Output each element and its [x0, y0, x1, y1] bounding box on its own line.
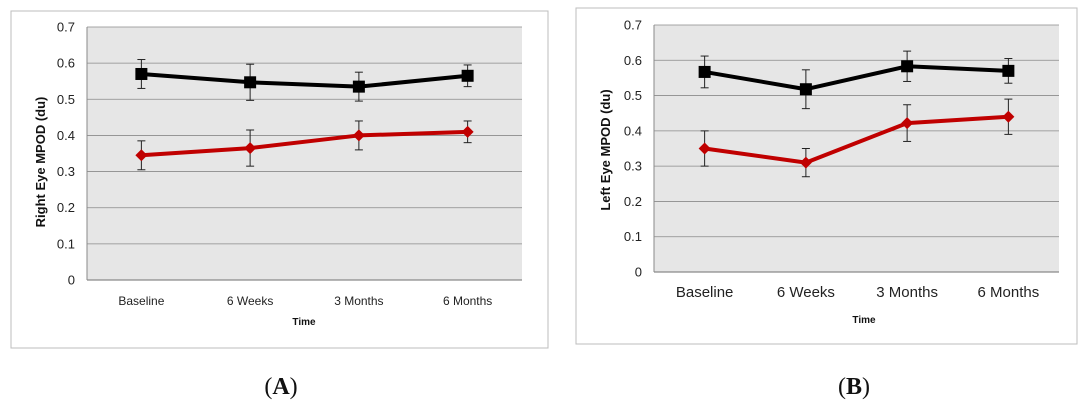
chart-a-data-point: [135, 67, 148, 80]
chart-a-y-tick-label: 0.6: [57, 56, 75, 71]
chart-a-series-line-2: [141, 129, 468, 158]
chart-b-y-tick-label: 0.7: [624, 18, 642, 33]
panel-b-letter: B: [846, 374, 862, 400]
chart-panel-a: 0 0.1 0.2 0.3 0.4 0.5 0.6 0.7 Baseline 6 Weeks 3 …: [10, 10, 549, 349]
chart-a-gridlines: [86, 26, 522, 281]
chart-b-y-ticks: 0 0.1 0.2 0.3 0.4 0.5 0.6 0.7: [624, 18, 642, 280]
chart-b-series: [698, 50, 1015, 178]
chart-panel-b: 0 0.1 0.2 0.3 0.4 0.5 0.6 0.7 Baseline 6 Weeks 3 …: [575, 7, 1078, 345]
chart-b-y-tick-label: 0.6: [624, 53, 642, 68]
chart-b-data-point: [901, 60, 914, 73]
chart-a-x-ticks: Baseline 6 Weeks 3 Months 6 Months: [118, 294, 492, 308]
chart-b-y-tick-label: 0: [635, 265, 642, 280]
chart-b-y-axis-label: Left Eye MPOD (du): [598, 89, 613, 210]
chart-a-data-point: [352, 129, 365, 142]
chart-b-data-point: [698, 65, 711, 78]
chart-b-data-point: [901, 117, 914, 130]
chart-a-x-axis-label: Time: [292, 317, 316, 328]
chart-a-y-tick-label: 0.3: [57, 164, 75, 179]
chart-a-y-tick-label: 0.1: [57, 236, 75, 251]
chart-b-y-tick-label: 0.3: [624, 159, 642, 174]
chart-b-x-ticks: Baseline 6 Weeks 3 Months 6 Months: [676, 284, 1039, 301]
chart-b-y-tick-label: 0.4: [624, 123, 642, 138]
chart-b-data-point: [799, 156, 812, 169]
chart-a-data-point: [244, 76, 257, 89]
chart-a-x-tick-label: 6 Weeks: [227, 294, 273, 308]
chart-a-y-tick-label: 0: [68, 273, 75, 288]
chart-a-y-axis-label: Right Eye MPOD (du): [33, 97, 48, 228]
chart-a-series-line-1: [141, 71, 468, 89]
panel-a-letter: A: [272, 374, 290, 400]
chart-b-series-line-1: [704, 64, 1009, 92]
chart-a-y-tick-label: 0.2: [57, 200, 75, 215]
chart-b-data-point: [799, 83, 812, 96]
chart-b-x-tick-label: Baseline: [676, 284, 734, 301]
chart-b-y-tick-label: 0.5: [624, 88, 642, 103]
chart-b-plot-area: [654, 25, 1059, 272]
chart-b-series-line-2: [704, 114, 1009, 165]
chart-a-y-tick-label: 0.7: [57, 20, 75, 35]
chart-b-x-tick-label: 3 Months: [876, 284, 938, 301]
chart-a-x-tick-label: 3 Months: [334, 294, 383, 308]
chart-b-x-tick-label: 6 Weeks: [777, 284, 835, 301]
panel-a-caption: (A): [264, 374, 297, 400]
chart-b-data-point: [698, 142, 711, 155]
chart-a-y-tick-label: 0.4: [57, 128, 75, 143]
panel-b-caption: (B): [838, 374, 870, 400]
chart-a-data-point: [461, 125, 474, 138]
chart-a-data-point: [352, 80, 365, 93]
chart-a-x-tick-label: 6 Months: [443, 294, 492, 308]
chart-a-series: [135, 59, 474, 171]
chart-b-y-tick-label: 0.1: [624, 229, 642, 244]
chart-b-data-point: [1002, 110, 1015, 123]
chart-a-y-tick-label: 0.5: [57, 92, 75, 107]
chart-a-y-ticks: 0 0.1 0.2 0.3 0.4 0.5 0.6 0.7: [57, 20, 75, 288]
chart-a-data-point: [461, 69, 474, 82]
chart-b-data-point: [1002, 64, 1015, 77]
chart-a-data-point: [244, 142, 257, 155]
chart-b-gridlines: [653, 24, 1059, 273]
chart-a-x-tick-label: Baseline: [118, 294, 164, 308]
chart-b-y-tick-label: 0.2: [624, 194, 642, 209]
chart-b-x-tick-label: 6 Months: [978, 284, 1040, 301]
chart-b-x-axis-label: Time: [852, 315, 876, 326]
chart-a-data-point: [135, 149, 148, 162]
